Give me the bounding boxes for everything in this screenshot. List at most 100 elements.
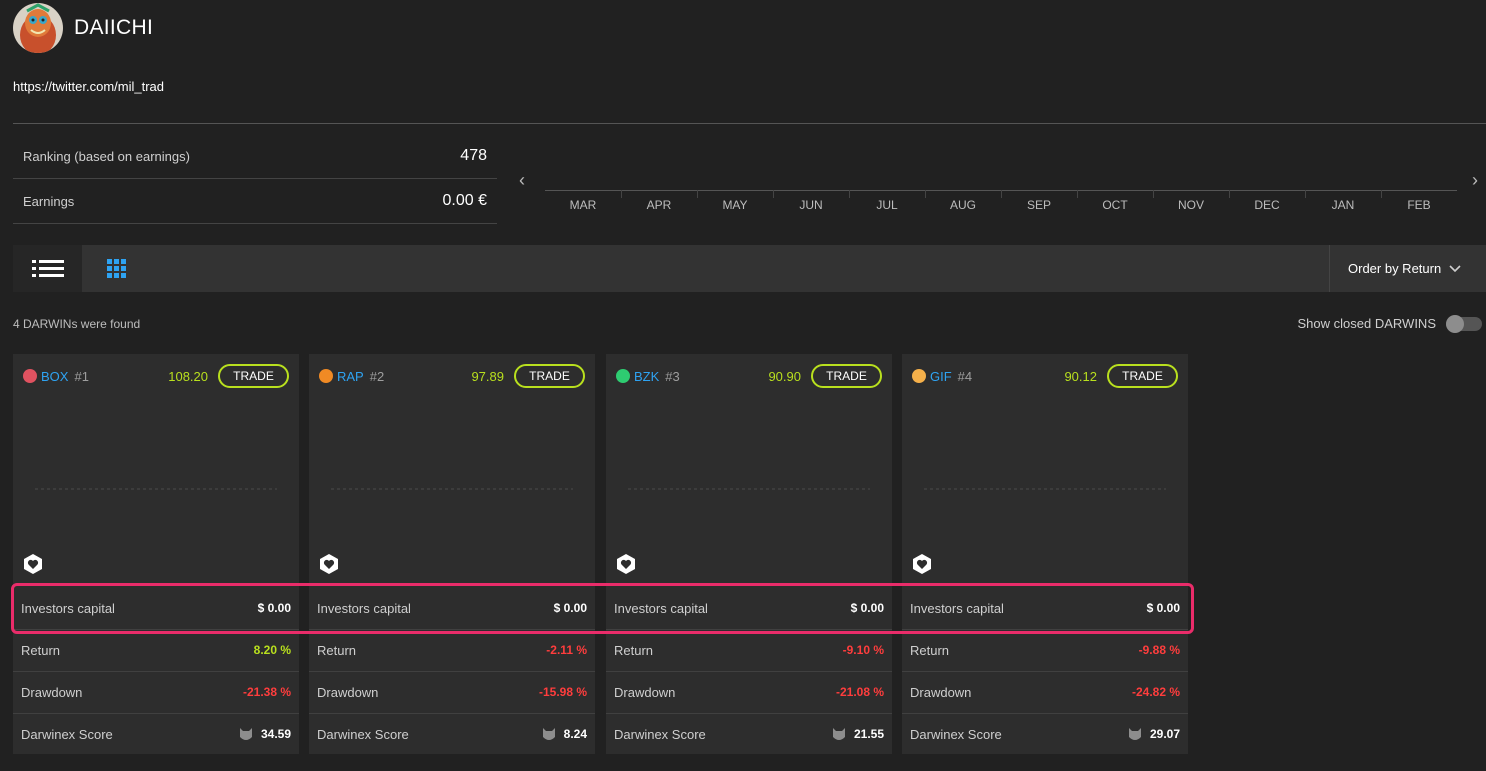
timeline-tick (1077, 190, 1078, 198)
timeline-tick (621, 190, 622, 198)
darwin-rank: #1 (74, 368, 89, 384)
score-label: Darwinex Score (317, 726, 409, 742)
return-sparkline (924, 488, 1166, 490)
darwin-rank: #4 (957, 368, 973, 384)
timeline-tick (1153, 190, 1154, 198)
row-divider (309, 671, 595, 672)
profile-link[interactable]: https://twitter.com/mil_trad (13, 79, 164, 94)
timeline-tick (1305, 190, 1306, 198)
investors-capital-label: Investors capital (21, 600, 115, 616)
timeline-month: APR (646, 198, 672, 212)
row-divider (309, 629, 595, 630)
return-label: Return (317, 642, 357, 658)
favorite-icon[interactable] (616, 554, 636, 574)
timeline-month: JUL (876, 198, 898, 212)
score-label: Darwinex Score (21, 726, 113, 742)
return-row: Return -9.88 % (902, 629, 1188, 671)
darwin-ticker[interactable]: RAP (337, 368, 364, 384)
return-sparkline (628, 488, 870, 490)
divider (13, 123, 1486, 124)
grid-view-button[interactable] (82, 245, 151, 292)
earnings-value: 0.00 € (442, 192, 487, 209)
timeline-month: AUG (949, 198, 976, 212)
timeline-next-icon[interactable]: › (1472, 170, 1478, 190)
row-divider (13, 713, 299, 714)
darwin-card: RAP #2 97.89 TRADE Investors capital $ 0… (309, 354, 595, 754)
ranking-row: Ranking (based on earnings) 478 (13, 134, 497, 179)
row-divider (309, 713, 595, 714)
drawdown-value: -21.38 % (242, 685, 291, 699)
favorite-icon[interactable] (23, 554, 43, 574)
view-toolbar: Order by Return (13, 245, 1486, 292)
return-row: Return -9.10 % (606, 629, 892, 671)
timeline-month: NOV (1177, 198, 1204, 212)
row-divider (902, 713, 1188, 714)
list-view-button[interactable] (13, 245, 82, 292)
drawdown-label: Drawdown (614, 684, 676, 700)
drawdown-label: Drawdown (317, 684, 379, 700)
investors-capital-value: $ 0.00 (1146, 601, 1180, 615)
show-closed-control: Show closed DARWINS (1298, 314, 1482, 333)
score-value: 21.55 (853, 727, 884, 741)
darwin-card: BOX #1 108.20 TRADE Investors capital $ … (13, 354, 299, 754)
investors-capital-label: Investors capital (317, 600, 411, 616)
darwin-rank: #2 (369, 368, 385, 384)
trade-button[interactable]: TRADE (218, 364, 289, 388)
drawdown-value: -21.08 % (835, 685, 884, 699)
show-closed-toggle[interactable] (1446, 314, 1482, 333)
darwin-ticker[interactable]: BOX (41, 368, 69, 384)
trade-button[interactable]: TRADE (1107, 364, 1178, 388)
darwin-ticker[interactable]: GIF (930, 368, 952, 384)
row-divider (606, 671, 892, 672)
score-value: 29.07 (1149, 727, 1180, 741)
avatar[interactable] (13, 3, 63, 53)
drawdown-row: Drawdown -21.08 % (606, 671, 892, 713)
darwin-color-dot (319, 369, 333, 383)
drawdown-row: Drawdown -15.98 % (309, 671, 595, 713)
return-row: Return 8.20 % (13, 629, 299, 671)
row-divider (606, 629, 892, 630)
order-dropdown[interactable]: Order by Return (1329, 245, 1486, 292)
investors-capital-highlight (11, 583, 1194, 634)
timeline-month: JAN (1331, 198, 1355, 212)
timeline-tick (697, 190, 698, 198)
return-value: -2.11 % (546, 643, 587, 657)
score-row: Darwinex Score 34.59 (13, 713, 299, 755)
owl-icon (832, 727, 845, 740)
timeline-prev-icon[interactable]: ‹ (519, 170, 525, 190)
trade-button[interactable]: TRADE (811, 364, 882, 388)
list-icon (31, 259, 64, 277)
favorite-icon[interactable] (319, 554, 339, 574)
score-container: 29.07 (1128, 727, 1180, 742)
investors-capital-value: $ 0.00 (850, 601, 884, 615)
darwin-card: GIF #4 90.12 TRADE Investors capital $ 0… (902, 354, 1188, 754)
score-container: 8.24 (542, 727, 587, 742)
timeline-month: MAY (722, 198, 748, 212)
score-label: Darwinex Score (614, 726, 706, 742)
darwin-color-dot (616, 369, 630, 383)
results-count: 4 DARWINs were found (13, 317, 141, 331)
owl-icon (1128, 727, 1141, 740)
timeline-month: SEP (1026, 198, 1051, 212)
timeline-tick (1381, 190, 1382, 198)
darwin-rank: #3 (665, 368, 680, 384)
score-row: Darwinex Score 8.24 (309, 713, 595, 755)
order-label: Order by Return (1348, 261, 1442, 276)
timeline-tick (925, 190, 926, 198)
drawdown-value: -15.98 % (538, 685, 587, 699)
darwin-ticker[interactable]: BZK (634, 368, 660, 384)
card-header: BOX #1 108.20 TRADE (23, 364, 289, 388)
darwin-price: 108.20 (168, 368, 208, 384)
timeline-month: JUN (799, 198, 823, 212)
row-divider (13, 671, 299, 672)
timeline-month: FEB (1407, 198, 1431, 212)
return-sparkline (35, 488, 277, 490)
score-value: 34.59 (260, 727, 291, 741)
trade-button[interactable]: TRADE (514, 364, 585, 388)
timeline-month: OCT (1102, 198, 1128, 212)
favorite-icon[interactable] (912, 554, 932, 574)
investors-capital-label: Investors capital (614, 600, 708, 616)
drawdown-label: Drawdown (910, 684, 972, 700)
ranking-label: Ranking (based on earnings) (23, 148, 190, 164)
timeline-tick (773, 190, 774, 198)
